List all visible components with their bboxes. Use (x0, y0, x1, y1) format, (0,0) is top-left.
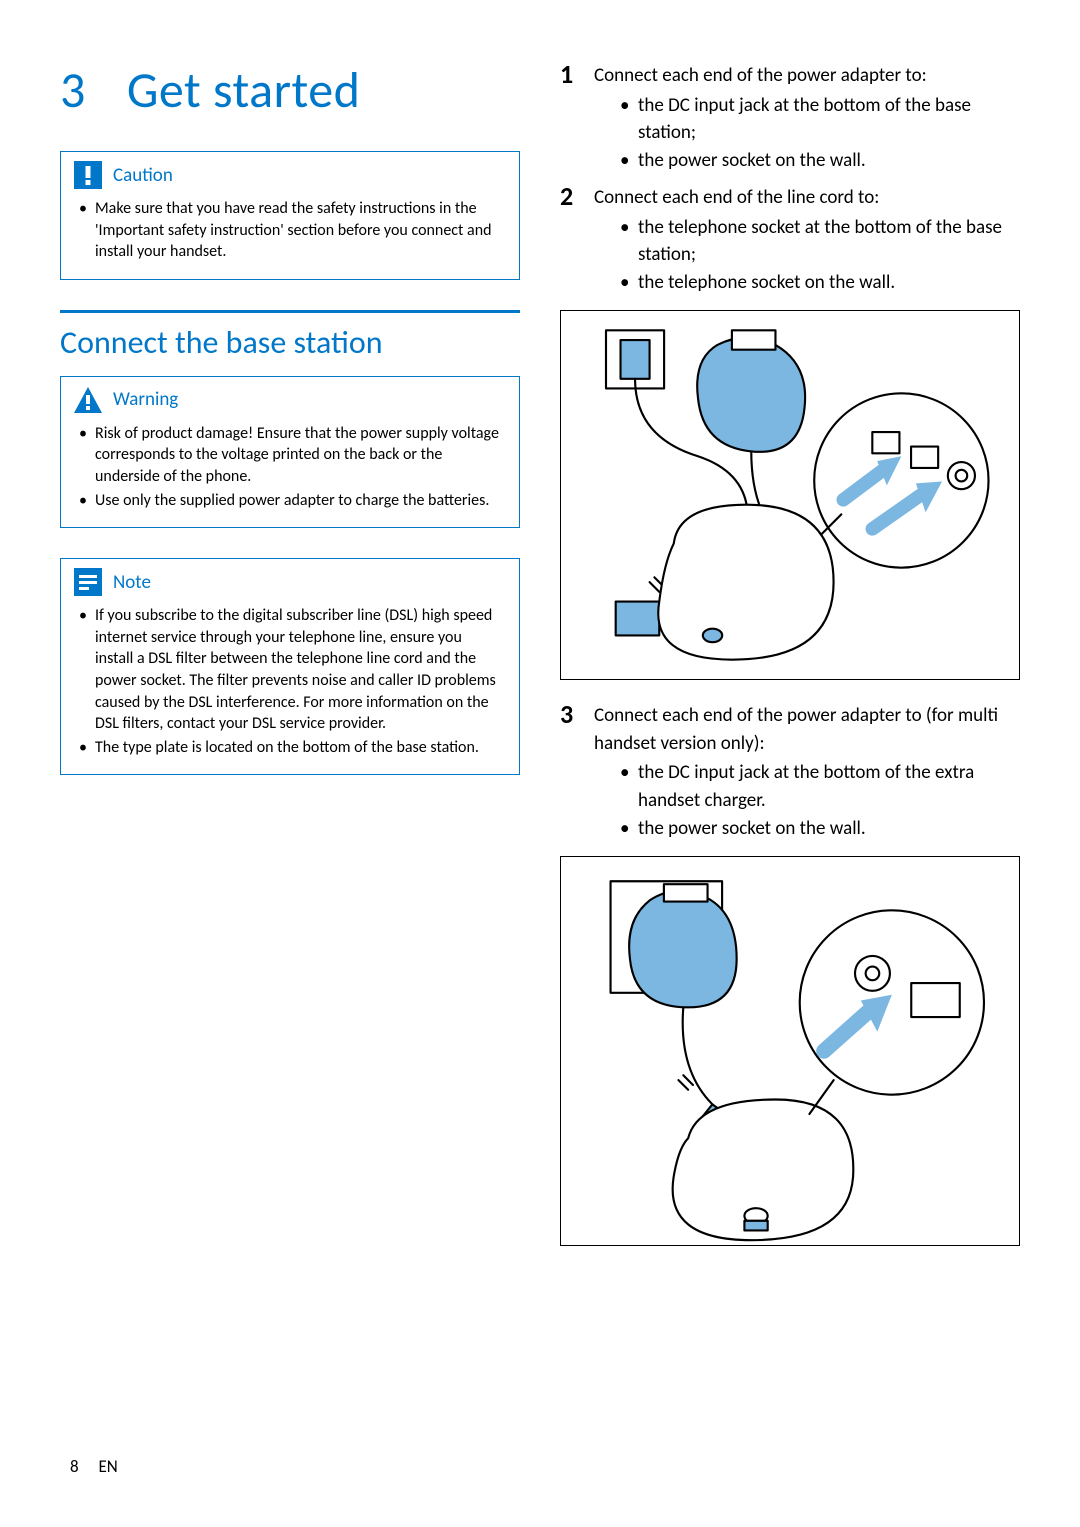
note-list: If you subscribe to the digital subscrib… (79, 605, 501, 758)
warning-icon (73, 385, 103, 415)
step-number: 3 (560, 700, 580, 842)
warning-callout: Warning Risk of product damage! Ensure t… (60, 376, 520, 528)
list-item: the DC input jack at the bottom of the e… (620, 759, 1020, 814)
caution-list: Make sure that you have read the safety … (79, 198, 501, 263)
page-footer: 8 EN (70, 1456, 118, 1477)
step-text: Connect each end of the power adapter to… (594, 64, 927, 87)
step-body: Connect each end of the power adapter to… (594, 60, 1020, 174)
step-list: 1 Connect each end of the power adapter … (560, 60, 1020, 1246)
caution-icon (73, 160, 103, 190)
step-bullets: the DC input jack at the bottom of the b… (594, 92, 1020, 175)
warning-header: Warning (61, 377, 519, 419)
list-item: the telephone socket at the bottom of th… (620, 214, 1020, 269)
note-body: If you subscribe to the digital subscrib… (61, 601, 519, 774)
caution-label: Caution (113, 164, 173, 187)
caution-callout: Caution Make sure that you have read the… (60, 151, 520, 280)
chapter-title-text: Get started (127, 60, 361, 121)
step-body: Connect each end of the line cord to: th… (594, 182, 1020, 296)
step-3: 3 Connect each end of the power adapter … (560, 700, 1020, 842)
left-column: 3 Get started Caution Make sure that you… (60, 60, 520, 1266)
page-number: 8 (70, 1456, 79, 1477)
note-icon (73, 567, 103, 597)
step-number: 2 (560, 182, 580, 296)
page-language: EN (98, 1456, 117, 1477)
charger-diagram (560, 856, 1020, 1246)
list-item: Use only the supplied power adapter to c… (79, 490, 501, 512)
step-text: Connect each end of the line cord to: (594, 186, 879, 209)
list-item: the power socket on the wall. (620, 815, 1020, 843)
caution-body: Make sure that you have read the safety … (61, 194, 519, 279)
step-bullets: the DC input jack at the bottom of the e… (594, 759, 1020, 842)
right-column: 1 Connect each end of the power adapter … (560, 60, 1020, 1266)
step-2: 2 Connect each end of the line cord to: … (560, 182, 1020, 296)
warning-body: Risk of product damage! Ensure that the … (61, 419, 519, 527)
note-header: Note (61, 559, 519, 601)
list-item: the power socket on the wall. (620, 147, 1020, 175)
list-item: the DC input jack at the bottom of the b… (620, 92, 1020, 147)
step-bullets: the telephone socket at the bottom of th… (594, 214, 1020, 297)
chapter-title: 3 Get started (60, 60, 520, 121)
step-text: Connect each end of the power adapter to… (594, 704, 998, 755)
step-body: Connect each end of the power adapter to… (594, 700, 1020, 842)
list-item: If you subscribe to the digital subscrib… (79, 605, 501, 735)
step-1: 1 Connect each end of the power adapter … (560, 60, 1020, 174)
section-divider (60, 310, 520, 313)
base-station-diagram (560, 310, 1020, 680)
warning-list: Risk of product damage! Ensure that the … (79, 423, 501, 511)
list-item: Risk of product damage! Ensure that the … (79, 423, 501, 488)
note-callout: Note If you subscribe to the digital sub… (60, 558, 520, 775)
list-item: Make sure that you have read the safety … (79, 198, 501, 263)
section-title: Connect the base station (60, 323, 520, 362)
warning-label: Warning (113, 388, 178, 411)
list-item: The type plate is located on the bottom … (79, 737, 501, 759)
chapter-number: 3 (60, 60, 115, 121)
list-item: the telephone socket on the wall. (620, 269, 1020, 297)
step-number: 1 (560, 60, 580, 174)
caution-header: Caution (61, 152, 519, 194)
note-label: Note (113, 571, 151, 594)
